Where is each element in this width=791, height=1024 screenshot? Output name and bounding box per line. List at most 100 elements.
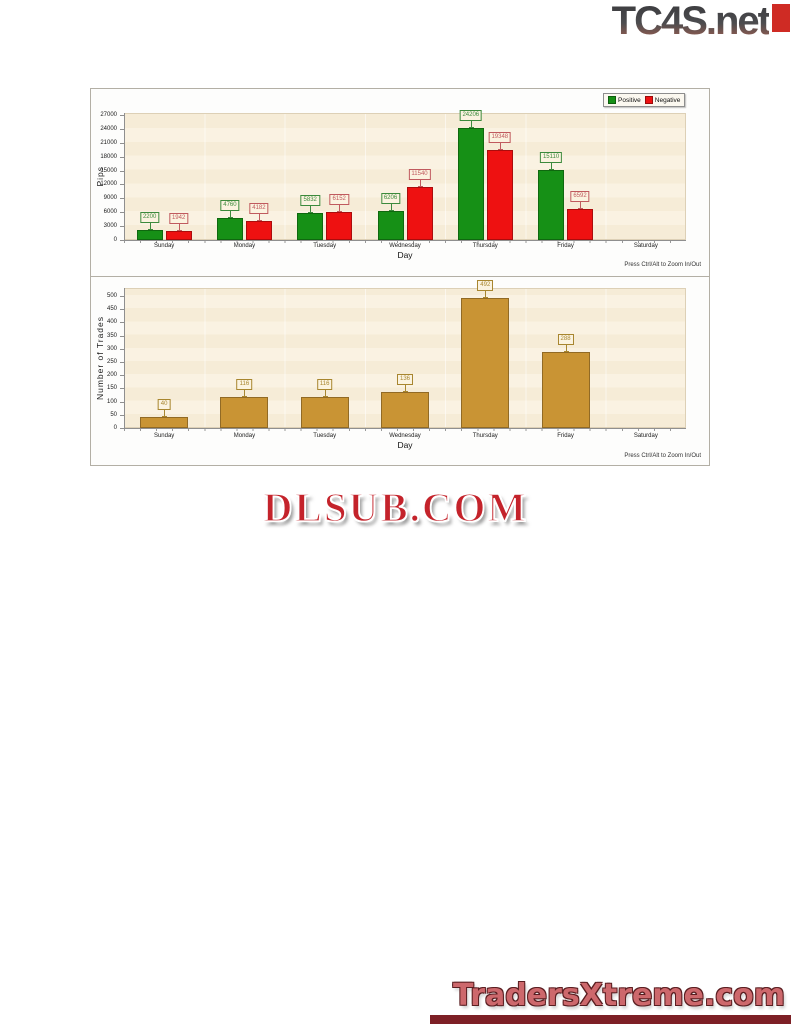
bar-positive-sunday[interactable] <box>136 229 163 240</box>
value-label-whisker-cap <box>549 169 555 171</box>
bar-negative-tuesday[interactable] <box>326 211 353 240</box>
category-label-sunday: Sunday <box>153 243 175 249</box>
value-label-whisker <box>229 208 231 217</box>
y-tick-label: 300 <box>106 345 117 352</box>
y-tick-mark <box>120 348 124 350</box>
bar-positive-friday[interactable] <box>538 170 565 240</box>
bar-negative-thursday[interactable] <box>486 150 513 240</box>
value-label: 6592 <box>570 191 590 203</box>
y-tick-mark <box>120 296 124 297</box>
value-label: 116 <box>236 379 253 391</box>
value-label: 15110 <box>539 152 563 164</box>
value-label-whisker-cap <box>176 230 182 231</box>
category-label-thursday: Thursday <box>472 243 498 249</box>
y-tick-mark <box>120 335 124 337</box>
bar-trades-friday[interactable] <box>541 351 590 428</box>
value-label: 2200 <box>139 211 160 223</box>
category-label-tuesday: Tuesday <box>313 243 337 249</box>
value-label-whisker-cap <box>417 185 423 187</box>
bar-trades-wednesday[interactable] <box>381 392 429 428</box>
y-tick-mark <box>120 170 124 172</box>
value-label-whisker-cap <box>227 216 233 218</box>
value-label-whisker-cap <box>337 210 343 212</box>
value-label-whisker <box>580 200 582 209</box>
value-label: 24206 <box>459 109 483 121</box>
pips-chart-plot-area[interactable] <box>124 113 686 240</box>
value-label-whisker-cap <box>483 297 489 299</box>
y-tick-mark <box>120 428 124 429</box>
y-tick-mark <box>120 142 124 144</box>
bar-positive-wednesday[interactable] <box>377 211 404 240</box>
legend-item-negative: Negative <box>644 96 681 104</box>
value-label: 116 <box>316 379 333 391</box>
value-label-whisker <box>258 211 260 220</box>
category-label-wednesday: Wednesday <box>389 433 421 439</box>
value-label-whisker-cap <box>162 416 168 418</box>
pips-chart-panel: Pips 0 3000 6000 9000 12000 15000 18000 21000 240… <box>91 89 709 277</box>
value-label: 11540 <box>408 168 431 180</box>
bar-positive-tuesday[interactable] <box>297 213 324 240</box>
bar-trades-sunday[interactable] <box>140 417 189 428</box>
legend-label-negative: Negative <box>654 96 681 104</box>
category-label-thursday: Thursday <box>472 433 498 439</box>
y-tick-mark <box>120 322 124 324</box>
value-label-whisker-cap <box>256 219 262 221</box>
value-label-whisker <box>499 141 501 150</box>
y-tick-mark <box>120 226 124 228</box>
bar-negative-friday[interactable] <box>567 209 594 240</box>
y-tick-label: 27000 <box>100 112 117 118</box>
value-label-whisker <box>405 383 406 392</box>
value-label: 4182 <box>249 202 269 214</box>
zoom-hint-text: Press Ctrl/Alt to Zoom In/Out <box>624 262 701 268</box>
category-label-monday: Monday <box>233 433 256 439</box>
value-label-whisker-cap <box>403 391 408 393</box>
bar-negative-monday[interactable] <box>245 220 272 240</box>
y-tick-mark <box>120 212 124 214</box>
bar-trades-monday[interactable] <box>220 397 269 428</box>
y-tick-label: 15000 <box>100 167 117 174</box>
y-tick-label: 100 <box>106 398 117 405</box>
y-tick-label: 50 <box>110 411 117 418</box>
category-label-friday: Friday <box>557 243 574 249</box>
value-label-whisker <box>244 388 246 397</box>
value-label-whisker <box>164 408 166 417</box>
value-label-whisker-cap <box>147 228 153 230</box>
y-tick-mark <box>120 414 124 416</box>
value-label-whisker <box>470 118 472 127</box>
value-label-whisker <box>565 342 567 351</box>
bar-positive-thursday[interactable] <box>457 127 484 240</box>
tc4s-logo: TC4S.net <box>611 0 771 43</box>
bar-positive-monday[interactable] <box>216 217 243 240</box>
value-label-whisker-cap <box>308 212 314 213</box>
y-tick-label: 0 <box>113 237 117 243</box>
y-tick-label: 12000 <box>100 181 117 188</box>
y-tick-label: 350 <box>106 332 117 339</box>
y-tick-label: 9000 <box>103 195 117 202</box>
y-tick-label: 18000 <box>100 153 117 160</box>
y-tick-mark <box>120 184 124 186</box>
category-label-friday: Friday <box>557 433 574 439</box>
value-label-whisker-cap <box>388 210 394 212</box>
value-label-whisker <box>149 220 151 229</box>
x-axis-label: Day <box>397 250 413 260</box>
bar-negative-sunday[interactable] <box>165 231 192 240</box>
value-label-whisker <box>485 289 487 298</box>
value-label: 19348 <box>488 132 512 144</box>
bar-trades-thursday[interactable] <box>461 298 510 428</box>
category-label-saturday: Saturday <box>633 433 658 439</box>
x-minor-ticks <box>124 241 686 243</box>
value-label-whisker <box>551 161 553 170</box>
category-label-wednesday: Wednesday <box>389 243 421 249</box>
value-label-whisker-cap <box>578 208 584 210</box>
value-label-whisker-cap <box>563 350 569 352</box>
tradersxtreme-logo: TradersXtreme.com <box>453 978 785 1013</box>
y-tick-mark <box>120 375 124 377</box>
y-tick-mark <box>120 198 124 200</box>
x-minor-ticks <box>124 429 686 431</box>
y-tick-mark <box>120 309 124 311</box>
category-label-monday: Monday <box>233 243 256 249</box>
x-axis-line <box>124 428 686 429</box>
value-label-whisker <box>310 204 312 212</box>
bar-negative-wednesday[interactable] <box>406 186 433 240</box>
bar-trades-tuesday[interactable] <box>300 397 349 428</box>
